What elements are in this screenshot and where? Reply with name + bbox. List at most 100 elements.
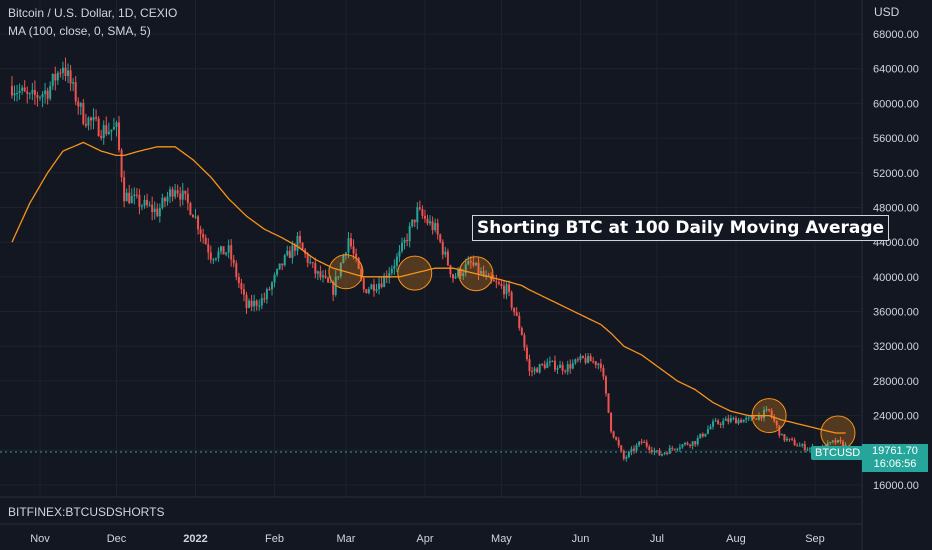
candle-body xyxy=(571,363,574,369)
candle-body xyxy=(546,362,549,369)
candle-body xyxy=(97,118,100,137)
candle-body xyxy=(671,447,674,449)
indicator-legend[interactable]: MA (100, close, 0, SMA, 5) xyxy=(8,24,151,38)
candle-body xyxy=(212,259,215,261)
candle-body xyxy=(734,418,737,424)
candle-body xyxy=(237,276,240,284)
candle-body xyxy=(311,262,314,264)
candle-body xyxy=(207,244,210,253)
candle-body xyxy=(39,97,41,99)
candle-body xyxy=(727,418,730,422)
candle-body xyxy=(299,236,302,243)
candle-body xyxy=(21,87,24,91)
candle-body xyxy=(429,221,432,224)
candle-body xyxy=(89,117,92,121)
lower-pane-label[interactable]: BITFINEX:BTCUSDSHORTS xyxy=(8,505,165,519)
candle-body xyxy=(755,418,758,420)
y-tick-label: 68000.00 xyxy=(873,29,919,41)
candle-body xyxy=(717,420,720,424)
candle-body xyxy=(770,410,773,417)
candle-body xyxy=(773,416,776,422)
candle-body xyxy=(510,292,513,308)
candle-body xyxy=(615,437,618,440)
candle-body xyxy=(635,445,638,451)
x-tick-label: Mar xyxy=(336,533,355,545)
candle-body xyxy=(599,363,602,368)
candle-body xyxy=(197,216,200,230)
candle-body xyxy=(258,305,261,307)
candle-body xyxy=(49,85,52,99)
candle-body xyxy=(587,355,590,363)
candle-body xyxy=(541,364,544,366)
candle-body xyxy=(191,214,194,218)
candle-body xyxy=(663,452,666,454)
candle-body xyxy=(151,204,154,213)
candle-body xyxy=(319,271,322,278)
candle-body xyxy=(250,300,253,307)
candle-body xyxy=(712,421,715,427)
candle-body xyxy=(523,335,526,348)
candle-body xyxy=(406,239,409,242)
candle-body xyxy=(839,439,842,442)
candle-body xyxy=(676,448,679,450)
candle-body xyxy=(444,251,447,255)
candle-body xyxy=(171,189,174,197)
candle-body xyxy=(367,289,370,294)
candle-body xyxy=(732,418,735,420)
annotation-text[interactable]: Shorting BTC at 100 Daily Moving Average xyxy=(472,215,890,241)
candle-body xyxy=(327,277,330,283)
candle-body xyxy=(620,445,623,451)
candle-body xyxy=(214,258,217,260)
candle-body xyxy=(84,123,87,126)
candle-body xyxy=(199,229,202,234)
candle-body xyxy=(694,441,697,445)
candle-body xyxy=(13,93,16,96)
candle-body xyxy=(497,282,500,285)
x-tick-label: Aug xyxy=(726,533,746,545)
candle-body xyxy=(722,420,725,425)
candle-body xyxy=(668,447,671,454)
candle-body xyxy=(46,90,49,99)
candle-body xyxy=(87,117,90,126)
x-tick-label: Dec xyxy=(107,533,127,545)
candle-body xyxy=(451,274,454,279)
candle-body xyxy=(579,356,582,360)
candle-body xyxy=(401,242,404,252)
y-tick-label: 48000.00 xyxy=(873,202,919,214)
candle-body xyxy=(375,289,378,291)
candle-body xyxy=(79,103,82,107)
candle-body xyxy=(785,438,788,441)
candle-body xyxy=(186,193,189,203)
candle-body xyxy=(594,361,597,365)
candle-body xyxy=(370,284,373,290)
candle-body xyxy=(286,250,289,256)
candle-body xyxy=(709,426,712,430)
candle-body xyxy=(54,73,57,81)
moving-average xyxy=(11,141,846,434)
candle-body xyxy=(533,368,536,372)
candle-body xyxy=(648,446,651,451)
candle-body xyxy=(82,103,85,124)
candle-body xyxy=(28,93,31,95)
candle-body xyxy=(745,418,748,420)
ma-line xyxy=(11,141,846,434)
candle-body xyxy=(95,117,98,119)
candle-body xyxy=(500,284,503,286)
ma-touch-marker xyxy=(458,256,494,292)
candle-body xyxy=(253,300,256,307)
candle-body xyxy=(176,190,179,194)
y-tick-label: 16000.00 xyxy=(873,480,919,492)
candle-body xyxy=(179,193,182,200)
candle-body xyxy=(202,233,205,238)
candle-body xyxy=(806,449,809,451)
candle-body xyxy=(342,255,345,264)
x-tick-label: May xyxy=(491,533,512,545)
candle-body xyxy=(166,196,169,202)
candle-body xyxy=(347,238,350,253)
ma-touch-marker xyxy=(751,398,787,434)
candle-body xyxy=(163,197,166,202)
candle-body xyxy=(360,268,363,279)
candle-body xyxy=(67,70,70,77)
candle-body xyxy=(128,192,131,204)
